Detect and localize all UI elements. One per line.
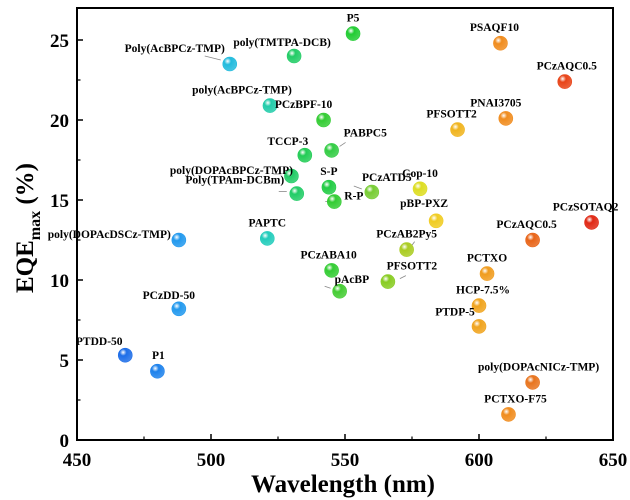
label-leader-line	[353, 185, 362, 190]
data-point	[450, 122, 465, 137]
data-point	[117, 347, 133, 363]
data-points	[117, 26, 599, 422]
data-point	[171, 232, 187, 248]
data-point-label: pAcBP	[335, 274, 370, 286]
label-leader-line	[399, 275, 407, 279]
data-labels: P5 poly(TMTPA-DCB) Poly(AcBPCz-TMP) PSAQF10…	[48, 13, 619, 406]
data-point	[501, 407, 516, 422]
data-point	[259, 231, 275, 246]
y-tick-label: 10	[50, 271, 69, 292]
y-axis-title: EQEmax (%)	[12, 163, 44, 293]
y-axis-title-sub: max	[27, 211, 44, 240]
data-point	[297, 147, 313, 163]
x-tick-label: 550	[331, 450, 360, 471]
data-point-label: PCzDD-50	[143, 290, 196, 302]
data-point-label: poly(DOPAcBPCz-TMP)	[170, 165, 293, 177]
data-point-label: PCzABA10	[300, 249, 356, 261]
data-point	[584, 215, 599, 230]
data-point	[412, 181, 428, 197]
data-point-label: PCzAQC0.5	[537, 61, 598, 73]
data-point-label: PTDD-50	[76, 336, 123, 348]
data-point	[324, 263, 339, 278]
data-point	[479, 266, 495, 281]
data-point-label: PFSOTT2	[426, 109, 477, 121]
data-point	[471, 319, 487, 334]
x-tick-label: 500	[197, 450, 226, 471]
y-axis-title-suffix: (%)	[12, 163, 39, 211]
data-point	[284, 168, 299, 184]
data-point-label: P5	[347, 13, 360, 25]
data-point	[316, 112, 331, 128]
data-point-label: poly(DOPAcNICz-TMP)	[478, 361, 599, 373]
label-leader-line	[204, 55, 221, 61]
data-point-label: PCzBPF-10	[275, 99, 333, 111]
x-tick-label: 450	[63, 450, 92, 471]
data-point-label: Cop-10	[402, 168, 438, 180]
data-point-label: PCTXO	[467, 253, 507, 265]
data-point-label: TCCP-3	[267, 136, 308, 148]
data-point	[222, 56, 238, 72]
data-point-label: PABPC5	[344, 127, 387, 139]
y-tick-label: 5	[60, 351, 70, 372]
data-point	[150, 363, 165, 379]
data-point	[321, 179, 337, 195]
data-point-label: poly(DOPAcDSCz-TMP)	[48, 229, 171, 241]
data-point	[332, 283, 347, 299]
axis-tick-labels: 450 500 550 600 650 0 5 10 15 20 25	[50, 31, 627, 471]
data-point	[262, 98, 278, 113]
data-point	[380, 274, 396, 289]
data-point-label: PCzAQC0.5	[496, 219, 557, 231]
label-leader-line	[339, 142, 346, 147]
data-point-label: Poly(AcBPCz-TMP)	[125, 43, 225, 55]
data-point	[525, 232, 540, 248]
x-tick-label: 650	[599, 450, 628, 471]
x-axis-title: Wavelength (nm)	[251, 471, 435, 498]
data-point-label: PAPTC	[249, 217, 286, 229]
data-point-label: PTDP-5	[435, 306, 475, 318]
x-tick-label: 600	[465, 450, 494, 471]
data-point-label: PFSOTT2	[387, 261, 438, 273]
y-axis-title-main: EQE	[12, 240, 39, 293]
data-point	[345, 26, 361, 41]
data-point-label: PSAQF10	[470, 22, 519, 34]
data-point-label: PCTXO-F75	[484, 393, 547, 405]
y-tick-label: 20	[50, 111, 69, 132]
data-point-label: P1	[152, 350, 165, 362]
data-point-label: Poly(TPAm-DCBm)	[185, 175, 284, 187]
data-point	[364, 184, 380, 200]
data-point-label: PCzSOTAQ2	[553, 201, 619, 213]
data-point-label: PCzATD5	[362, 172, 412, 184]
data-point	[471, 298, 487, 313]
label-leader-lines	[204, 55, 415, 289]
label-leader-line	[324, 285, 331, 289]
data-point	[171, 301, 187, 317]
data-point	[289, 186, 305, 201]
y-tick-label: 15	[50, 191, 69, 212]
data-point-label: pBP-PXZ	[400, 198, 448, 210]
data-point-label: HCP-7.5%	[456, 285, 510, 297]
data-point	[326, 194, 342, 209]
data-point	[324, 143, 339, 158]
data-point	[399, 242, 414, 257]
y-tick-label: 0	[60, 431, 70, 452]
data-point-label: poly(AcBPCz-TMP)	[192, 85, 292, 97]
data-point-label: R-P	[344, 191, 363, 203]
data-point	[493, 35, 508, 51]
data-point-label: PCzAB2Py5	[376, 229, 437, 241]
data-point	[498, 111, 514, 126]
data-point	[525, 375, 540, 390]
axis-ticks	[76, 39, 614, 441]
data-point-label: PNAI3705	[470, 97, 521, 109]
data-point	[428, 213, 444, 229]
y-tick-label: 25	[50, 31, 69, 52]
data-point-label: poly(TMTPA-DCB)	[233, 37, 331, 49]
data-point	[286, 48, 302, 64]
data-point-label: S-P	[320, 166, 337, 178]
data-point	[557, 74, 573, 89]
